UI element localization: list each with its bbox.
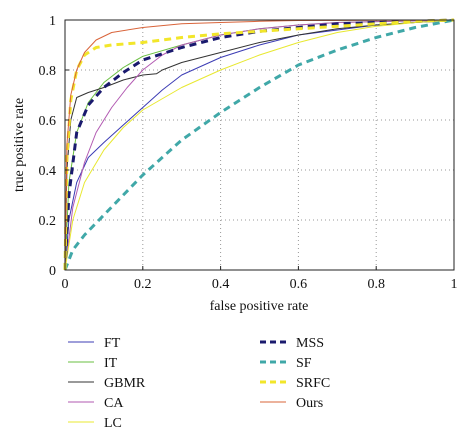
y-tick-label: 0.2 bbox=[39, 214, 57, 229]
legend-label-ft: FT bbox=[104, 336, 121, 351]
ticks: 0 0.2 0.4 0.6 0.8 1 0 0.2 0.4 0.6 0.8 1 bbox=[39, 14, 458, 292]
x-tick-label: 0.6 bbox=[290, 277, 308, 292]
y-tick-label: 0 bbox=[49, 264, 56, 279]
y-tick-label: 0.8 bbox=[39, 64, 57, 79]
y-tick-label: 0.4 bbox=[39, 164, 57, 179]
legend-label-ca: CA bbox=[104, 396, 124, 411]
series-line-mss bbox=[63, 18, 455, 271]
series-line-ours bbox=[64, 19, 455, 271]
series-line-lc bbox=[64, 19, 455, 271]
x-tick-label: 0.2 bbox=[134, 277, 152, 292]
grid bbox=[65, 20, 454, 270]
series-line-ca bbox=[64, 19, 455, 271]
series-layer bbox=[63, 18, 455, 271]
y-tick-label: 1 bbox=[49, 14, 56, 29]
x-tick-label: 0.4 bbox=[212, 277, 230, 292]
legend-label-sf: SF bbox=[296, 356, 312, 371]
series-line-gbmr bbox=[64, 19, 455, 271]
legend-label-srfc: SRFC bbox=[296, 376, 330, 391]
legend-label-mss: MSS bbox=[296, 336, 324, 351]
legend-label-ours: Ours bbox=[296, 396, 323, 411]
x-axis-label: false positive rate bbox=[210, 299, 309, 314]
x-tick-label: 0 bbox=[62, 277, 69, 292]
x-tick-label: 0.8 bbox=[367, 277, 385, 292]
plot-frame bbox=[64, 19, 455, 271]
y-tick-label: 0.6 bbox=[39, 114, 57, 129]
legend-label-it: IT bbox=[104, 356, 118, 371]
plot-background bbox=[65, 20, 454, 270]
series-line-srfc bbox=[63, 18, 455, 271]
y-axis-label: true positive rate bbox=[12, 98, 27, 192]
legend-label-gbmr: GBMR bbox=[104, 376, 146, 391]
x-tick-label: 1 bbox=[451, 277, 458, 292]
legend-label-lc: LC bbox=[104, 416, 122, 431]
legend: FT IT GBMR CA LC MSS SF SRFC Ours bbox=[68, 336, 330, 431]
